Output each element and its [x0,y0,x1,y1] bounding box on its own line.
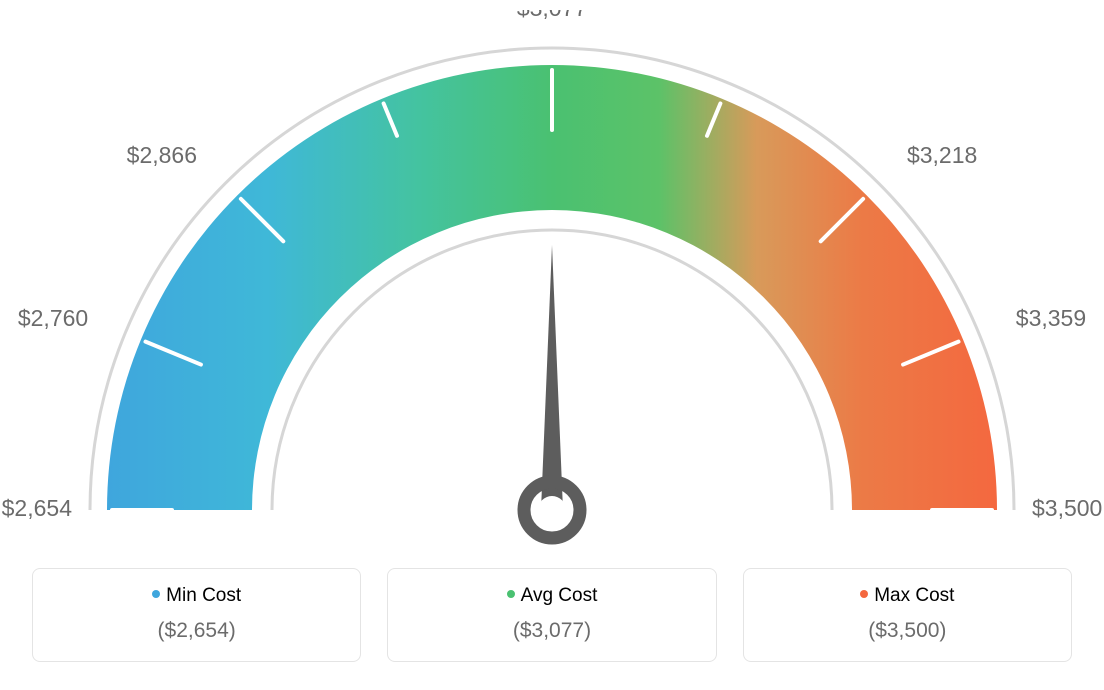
max-cost-title: Max Cost [744,585,1071,607]
gauge-tick-label: $2,866 [127,142,197,168]
gauge-tick-label: $3,077 [517,10,587,21]
gauge-tick-label: $3,218 [907,142,977,168]
gauge-tick-label: $3,359 [1016,305,1086,331]
min-cost-label: Min Cost [166,585,241,606]
avg-cost-title: Avg Cost [388,585,715,607]
min-cost-title: Min Cost [33,585,360,607]
gauge-svg: $2,654 $2,760 $2,866 $3,077 $3,218 $3,359 $3,5… [0,10,1104,570]
max-cost-dot [860,590,868,598]
avg-cost-label: Avg Cost [521,585,598,606]
avg-cost-value: ($3,077) [388,619,715,643]
max-cost-value: ($3,500) [744,619,1071,643]
summary-cards: Min Cost ($2,654) Avg Cost ($3,077) Max … [32,568,1072,662]
gauge-tick-label: $3,500 [1032,495,1102,521]
min-cost-card: Min Cost ($2,654) [32,568,361,662]
max-cost-card: Max Cost ($3,500) [743,568,1072,662]
gauge-tick-label: $2,654 [2,495,73,521]
gauge-chart: $2,654 $2,760 $2,866 $3,077 $3,218 $3,359 $3,5… [0,10,1104,570]
max-cost-label: Max Cost [874,585,954,606]
avg-cost-card: Avg Cost ($3,077) [387,568,716,662]
chart-container: $2,654 $2,760 $2,866 $3,077 $3,218 $3,359 $3,5… [0,0,1104,690]
min-cost-value: ($2,654) [33,619,360,643]
gauge-tick-label: $2,760 [18,305,88,331]
min-cost-dot [152,590,160,598]
avg-cost-dot [507,590,515,598]
